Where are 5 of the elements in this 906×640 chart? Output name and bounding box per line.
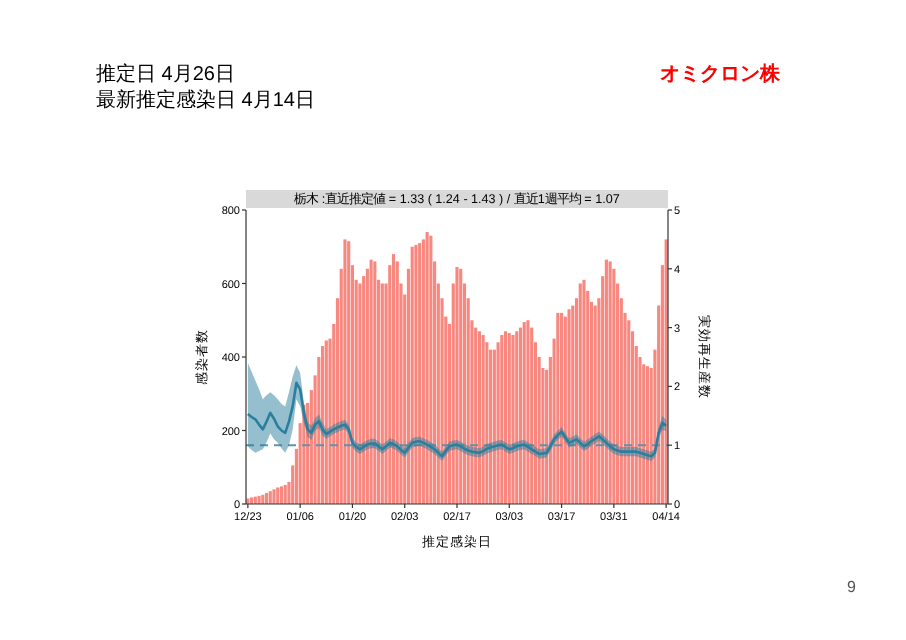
text: 9 xyxy=(847,578,858,596)
line-series xyxy=(246,381,668,458)
text: オミクロン株 xyxy=(660,62,782,86)
text: 最新推定感染日 4月14日 xyxy=(96,88,315,112)
text: 推定日 4月26日 xyxy=(96,62,235,86)
